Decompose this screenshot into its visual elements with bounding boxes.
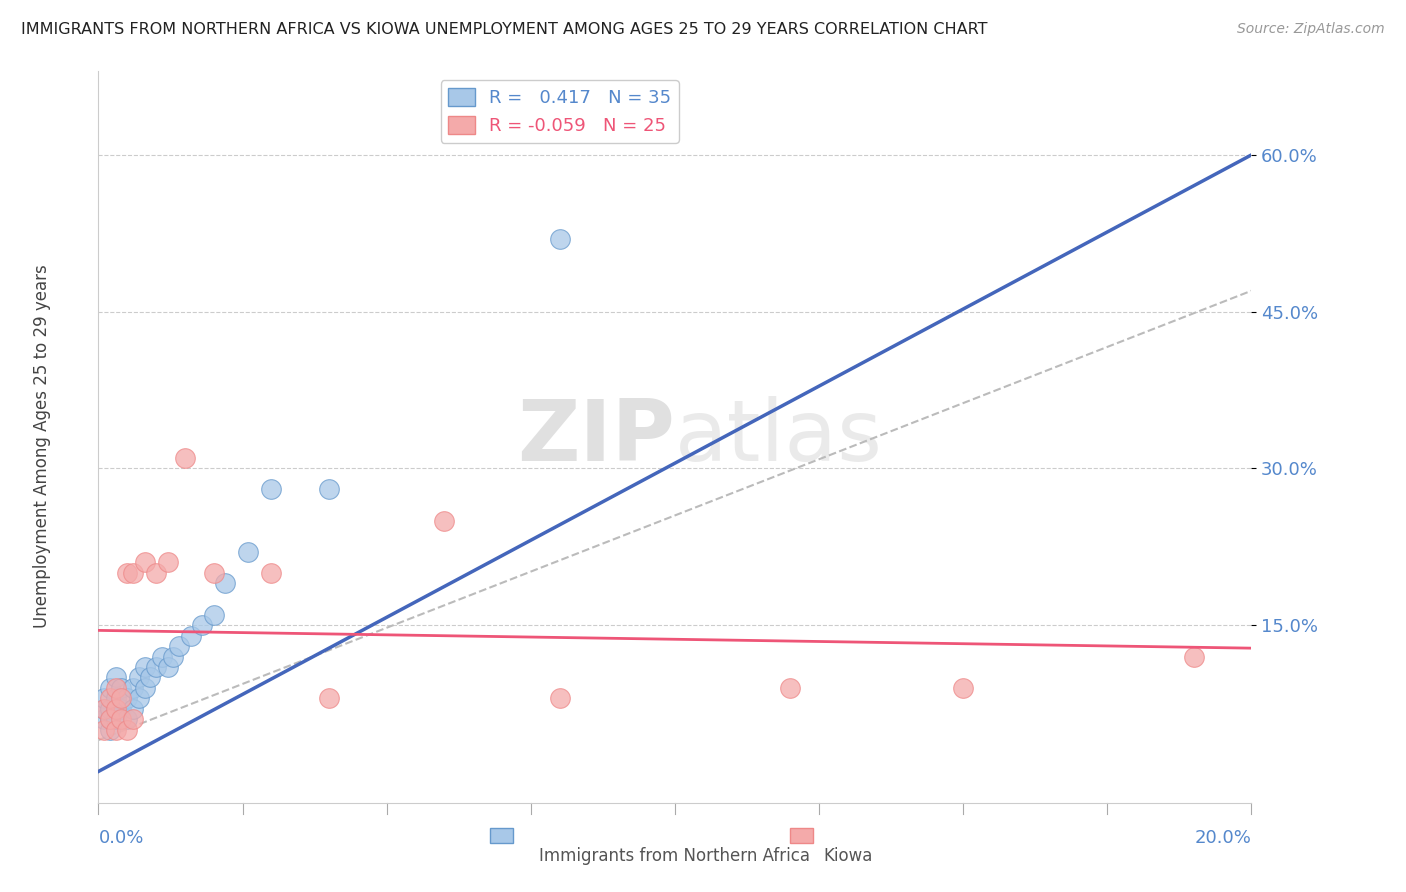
Point bbox=[93, 712, 115, 726]
Point bbox=[104, 670, 127, 684]
Point bbox=[122, 566, 145, 580]
Text: ZIP: ZIP bbox=[517, 395, 675, 479]
Point bbox=[202, 607, 225, 622]
Text: atlas: atlas bbox=[675, 395, 883, 479]
Text: Source: ZipAtlas.com: Source: ZipAtlas.com bbox=[1237, 22, 1385, 37]
FancyBboxPatch shape bbox=[491, 829, 513, 843]
Point bbox=[98, 681, 121, 695]
Point bbox=[122, 681, 145, 695]
Point bbox=[145, 566, 167, 580]
Point bbox=[128, 691, 150, 706]
Point bbox=[98, 723, 121, 737]
Point bbox=[318, 483, 340, 497]
Point bbox=[110, 712, 132, 726]
Point bbox=[93, 691, 115, 706]
Point bbox=[238, 545, 260, 559]
Point bbox=[93, 723, 115, 737]
Point bbox=[93, 702, 115, 716]
Point bbox=[318, 691, 340, 706]
Point bbox=[110, 691, 132, 706]
Point bbox=[122, 702, 145, 716]
Point bbox=[110, 681, 132, 695]
Point bbox=[134, 681, 156, 695]
Point bbox=[260, 566, 283, 580]
Point bbox=[128, 670, 150, 684]
Point bbox=[156, 556, 179, 570]
Point bbox=[202, 566, 225, 580]
Point bbox=[98, 712, 121, 726]
Point bbox=[150, 649, 173, 664]
Point bbox=[214, 576, 236, 591]
Text: 20.0%: 20.0% bbox=[1195, 829, 1251, 847]
Point bbox=[104, 723, 127, 737]
Point bbox=[104, 702, 127, 716]
Text: 0.0%: 0.0% bbox=[98, 829, 143, 847]
Point bbox=[191, 618, 214, 632]
Point bbox=[104, 712, 127, 726]
Point bbox=[156, 660, 179, 674]
Point bbox=[117, 566, 139, 580]
Point bbox=[433, 514, 456, 528]
Text: Unemployment Among Ages 25 to 29 years: Unemployment Among Ages 25 to 29 years bbox=[34, 264, 51, 628]
Point bbox=[98, 702, 121, 716]
Point bbox=[117, 723, 139, 737]
Point bbox=[122, 712, 145, 726]
Point bbox=[952, 681, 974, 695]
Point bbox=[98, 691, 121, 706]
Point bbox=[548, 691, 571, 706]
Point bbox=[180, 629, 202, 643]
Point bbox=[548, 231, 571, 245]
Point bbox=[104, 702, 127, 716]
Text: Kiowa: Kiowa bbox=[823, 847, 873, 864]
Point bbox=[174, 450, 197, 465]
Legend: R =   0.417   N = 35, R = -0.059   N = 25: R = 0.417 N = 35, R = -0.059 N = 25 bbox=[440, 80, 679, 143]
Point bbox=[93, 702, 115, 716]
Text: IMMIGRANTS FROM NORTHERN AFRICA VS KIOWA UNEMPLOYMENT AMONG AGES 25 TO 29 YEARS : IMMIGRANTS FROM NORTHERN AFRICA VS KIOWA… bbox=[21, 22, 987, 37]
Point bbox=[117, 712, 139, 726]
Point bbox=[162, 649, 184, 664]
Point bbox=[104, 681, 127, 695]
Point bbox=[145, 660, 167, 674]
Point bbox=[110, 702, 132, 716]
Point bbox=[260, 483, 283, 497]
Point bbox=[779, 681, 801, 695]
Point bbox=[104, 691, 127, 706]
Point bbox=[139, 670, 162, 684]
FancyBboxPatch shape bbox=[790, 829, 813, 843]
Point bbox=[117, 691, 139, 706]
Point bbox=[134, 660, 156, 674]
Point bbox=[1182, 649, 1205, 664]
Point bbox=[134, 556, 156, 570]
Text: Immigrants from Northern Africa: Immigrants from Northern Africa bbox=[540, 847, 810, 864]
Point bbox=[98, 712, 121, 726]
Point bbox=[167, 639, 190, 653]
